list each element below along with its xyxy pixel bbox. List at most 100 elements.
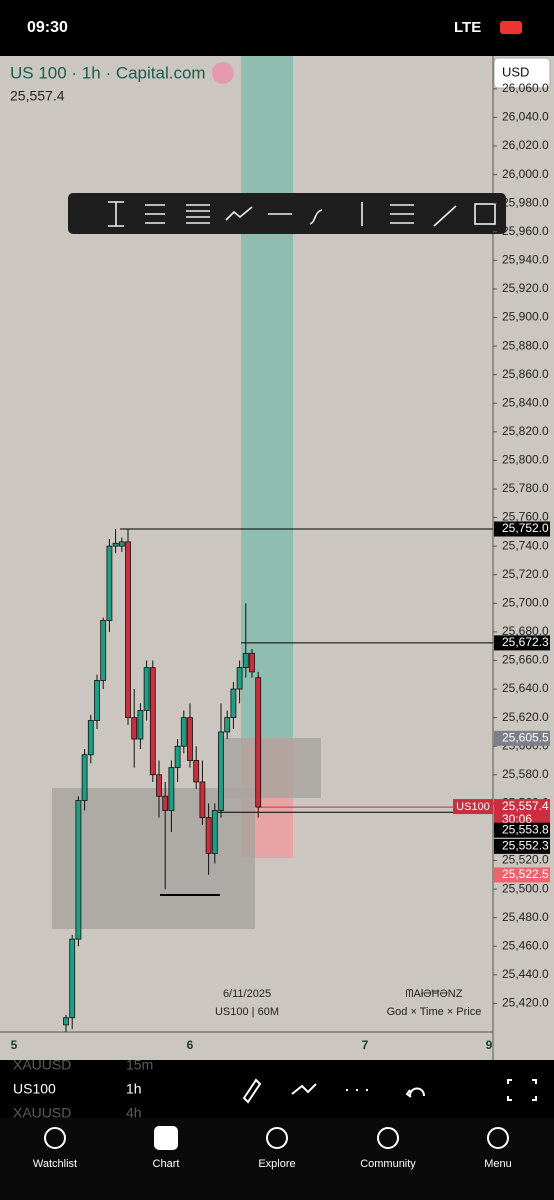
y-tick-label: 25,740.0 xyxy=(502,538,549,552)
price-tag-label: 25,752.0 xyxy=(502,521,549,535)
y-tick-label: 25,980.0 xyxy=(502,195,549,209)
y-tick-label: 25,640.0 xyxy=(502,681,549,695)
price-tag xyxy=(494,521,550,537)
price-tag xyxy=(494,799,550,828)
source-icon xyxy=(212,62,234,84)
watchlist-symbol[interactable]: XAUUSD xyxy=(13,1105,71,1121)
x-tick-label: 5 xyxy=(11,1038,18,1052)
candle-body xyxy=(131,717,138,740)
y-tick-label: 25,780.0 xyxy=(502,481,549,495)
candle-body xyxy=(100,620,107,681)
nav-icon[interactable] xyxy=(377,1127,399,1149)
x-tick-label: 7 xyxy=(362,1038,369,1052)
y-tick-label: 25,460.0 xyxy=(502,938,549,952)
watermark-source: US100 | 60M xyxy=(215,1006,279,1018)
watchlist-interval[interactable]: 15m xyxy=(126,1057,153,1073)
candle-body xyxy=(255,677,262,808)
watermark-motto: God × Time × Price xyxy=(387,1006,482,1018)
candle-body xyxy=(193,760,200,783)
x-tick-label: 9 xyxy=(486,1038,493,1052)
nav-icon[interactable] xyxy=(487,1127,509,1149)
candle-body xyxy=(112,542,119,547)
watchlist-symbol[interactable]: XAUUSD xyxy=(13,1057,71,1073)
nav-icon[interactable] xyxy=(44,1127,66,1149)
candle-body xyxy=(187,717,193,761)
nav-label[interactable]: Menu xyxy=(484,1158,512,1170)
candle-body xyxy=(156,774,162,797)
y-tick-label: 25,620.0 xyxy=(502,710,549,724)
y-tick-label: 25,880.0 xyxy=(502,338,549,352)
symbol-title: US 100 · 1h · Capital.com xyxy=(10,63,206,82)
y-tick-label: 25,820.0 xyxy=(502,424,549,438)
price-tag xyxy=(494,730,550,746)
watermark-date: 6/11/2025 xyxy=(223,988,271,1000)
y-tick-label: 25,720.0 xyxy=(502,567,549,581)
price-tag xyxy=(494,635,550,651)
candle-body xyxy=(149,667,156,776)
watchlist-interval[interactable]: 1h xyxy=(126,1081,142,1097)
y-tick-label: 25,580.0 xyxy=(502,767,549,781)
y-tick-label: 25,500.0 xyxy=(502,881,549,895)
nav-label[interactable]: Explore xyxy=(258,1158,295,1170)
price-tag-label: 25,552.3 xyxy=(502,839,549,853)
y-tick-label: 26,000.0 xyxy=(502,167,549,181)
y-tick-label: 25,960.0 xyxy=(502,224,549,238)
last-price: 25,557.4 xyxy=(10,88,65,104)
y-tick-label: 26,060.0 xyxy=(502,81,549,95)
y-tick-label: 25,480.0 xyxy=(502,910,549,924)
candle-body xyxy=(106,545,113,621)
nav-bar xyxy=(0,1118,554,1200)
candle-body xyxy=(242,652,249,669)
x-tick-label: 6 xyxy=(187,1038,194,1052)
zone-box xyxy=(222,738,321,798)
price-tag-label: 25,672.3 xyxy=(502,635,549,649)
y-tick-label: 25,420.0 xyxy=(502,996,549,1010)
candle-body xyxy=(94,680,100,721)
price-tag-label: 25,553.8 xyxy=(502,822,549,836)
candle-body xyxy=(118,541,125,547)
zone-box xyxy=(52,788,255,929)
nav-label[interactable]: Chart xyxy=(153,1158,180,1170)
candle-body xyxy=(236,667,243,690)
candle-body xyxy=(199,781,206,819)
network: LTE xyxy=(454,19,481,36)
y-tick-label: 26,040.0 xyxy=(502,110,549,124)
watermark-author: ᗰAłƏĦƏNZ xyxy=(406,988,463,1000)
watchlist-interval[interactable]: 4h xyxy=(126,1105,142,1121)
candle-body xyxy=(249,652,255,673)
currency-button[interactable] xyxy=(493,57,551,89)
plot xyxy=(52,56,321,929)
candle-body xyxy=(205,817,212,854)
candle-body xyxy=(224,717,231,733)
candle-body xyxy=(174,745,181,769)
y-tick-label: 25,940.0 xyxy=(502,253,549,267)
candle-body xyxy=(81,754,88,801)
candle-body xyxy=(168,767,175,811)
price-tag xyxy=(494,838,550,854)
nav-label[interactable]: Watchlist xyxy=(33,1158,77,1170)
candle-body xyxy=(162,795,169,811)
y-tick-label: 25,900.0 xyxy=(502,310,549,324)
toolbar-icons xyxy=(108,201,496,227)
y-tick-label: 26,020.0 xyxy=(502,138,549,152)
chart-tab-icon[interactable] xyxy=(154,1126,178,1150)
y-tick-label: 25,840.0 xyxy=(502,395,549,409)
candle-body xyxy=(180,717,187,747)
candle-body xyxy=(211,810,218,854)
price-tag-label: 25,605.5 xyxy=(502,731,549,745)
watchlist-symbol[interactable]: US100 xyxy=(13,1081,56,1097)
candle-body xyxy=(69,938,76,1019)
y-tick-label: 25,440.0 xyxy=(502,967,549,981)
candle-body xyxy=(75,800,82,940)
currency[interactable]: USD xyxy=(502,64,529,79)
candle-body xyxy=(137,710,144,740)
candle-body xyxy=(63,1017,69,1026)
nav-icon[interactable] xyxy=(266,1127,288,1149)
price-tag xyxy=(494,822,550,838)
y-tick-label: 25,520.0 xyxy=(502,853,549,867)
y-tick-label: 25,860.0 xyxy=(502,367,549,381)
candle-body xyxy=(230,688,237,719)
nav-label[interactable]: Community xyxy=(360,1158,416,1170)
status-bar xyxy=(0,0,554,56)
